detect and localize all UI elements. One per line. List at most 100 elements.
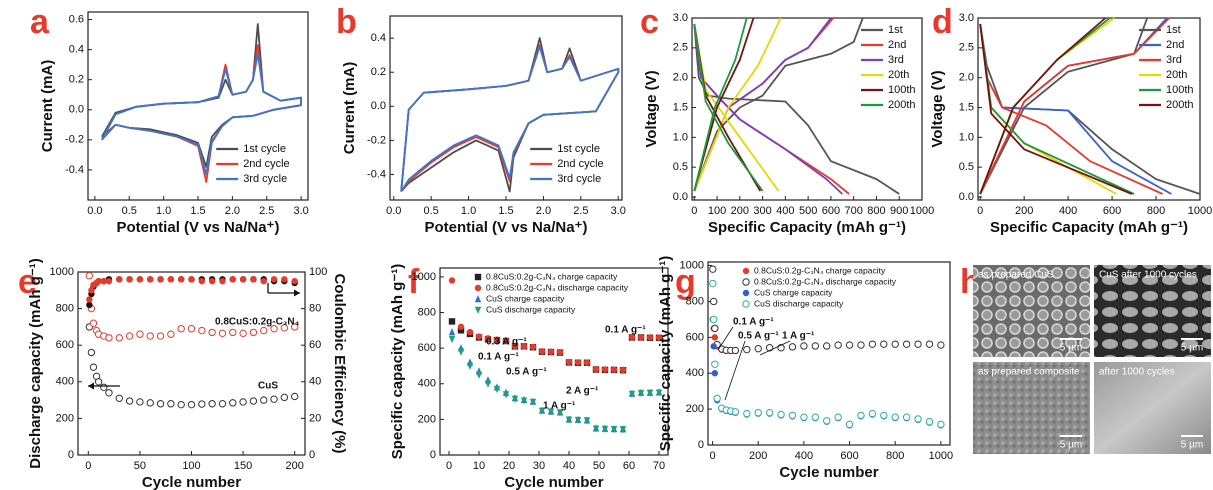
marker xyxy=(125,397,134,405)
plot-frame xyxy=(439,267,669,456)
panel-label: g xyxy=(675,263,696,301)
marker xyxy=(529,343,537,351)
legend-label: 2nd xyxy=(1166,39,1184,51)
series-line xyxy=(101,53,302,176)
x-tick-label: 50 xyxy=(593,460,605,472)
marker xyxy=(711,360,719,368)
y-tick-label: 0.4 xyxy=(69,44,84,56)
y-tick-label: 400 xyxy=(56,376,74,388)
marker xyxy=(914,340,922,348)
y-tick-label: 800 xyxy=(56,303,74,315)
marker xyxy=(448,318,456,325)
y-tick-label: 600 xyxy=(686,331,704,343)
marker xyxy=(146,399,154,407)
marker xyxy=(754,344,762,353)
legend-marker xyxy=(474,306,482,314)
marker xyxy=(529,398,537,406)
marker xyxy=(637,389,645,398)
marker xyxy=(868,409,877,418)
marker xyxy=(811,342,820,350)
x-tick-label: 1.5 xyxy=(498,205,513,217)
y-tick-label: 0 xyxy=(68,449,74,461)
x-tick-label: 400 xyxy=(1059,205,1077,217)
x-tick-label: 0.5 xyxy=(424,205,439,217)
annotation: 0.5 A g⁻¹ xyxy=(506,367,547,378)
marker xyxy=(655,389,663,397)
y-tick-label: 800 xyxy=(686,295,704,307)
marker xyxy=(811,413,820,421)
y2-tick-label: 0 xyxy=(309,449,315,461)
annotation: 0.5 A g⁻¹ xyxy=(738,331,779,342)
y-tick-label: 400 xyxy=(418,378,436,390)
marker xyxy=(157,276,164,283)
x-tick-label: 0 xyxy=(691,205,697,217)
x-tick-label: 0 xyxy=(85,460,91,472)
plot-frame xyxy=(87,11,309,201)
marker xyxy=(87,348,96,357)
y-axis-title: Current (mA) xyxy=(39,60,56,153)
marker xyxy=(610,366,618,373)
y-axis-title: Specific capacity (mAh g⁻¹) xyxy=(657,256,674,451)
plot-frame xyxy=(977,17,1201,201)
marker xyxy=(457,323,465,330)
marker xyxy=(115,394,123,402)
y2-tick-label: 60 xyxy=(309,339,321,351)
marker xyxy=(229,328,237,337)
y-tick-label: 2.5 xyxy=(673,42,688,54)
marker xyxy=(765,409,774,417)
marker xyxy=(834,413,842,421)
y-tick-label: -0.4 xyxy=(367,168,386,180)
image-caption: CuS after 1000 cycles xyxy=(1099,270,1197,281)
marker xyxy=(126,276,133,283)
scale-label: 5 µm xyxy=(1060,343,1082,354)
marker xyxy=(583,359,591,366)
legend-label: CuS discharge capacity xyxy=(754,298,844,308)
marker xyxy=(125,332,134,340)
y-tick-label: 0.4 xyxy=(371,32,386,44)
legend-label: 2nd cycle xyxy=(557,158,603,170)
marker xyxy=(466,328,474,336)
marker xyxy=(777,410,785,419)
marker xyxy=(711,334,719,341)
marker xyxy=(520,343,528,350)
y-tick-label: 200 xyxy=(686,403,704,415)
x-tick-label: 3.0 xyxy=(611,205,626,217)
marker xyxy=(823,417,831,425)
x-tick-label: 200 xyxy=(286,460,304,472)
y-tick-label: -0.2 xyxy=(65,134,84,146)
marker xyxy=(484,380,492,388)
marker xyxy=(902,413,911,421)
x-tick-label: 1000 xyxy=(1188,205,1212,217)
y-tick-label: 3.0 xyxy=(673,12,688,24)
y-tick-label: 0.2 xyxy=(69,74,84,86)
sem-image xyxy=(1094,265,1211,357)
annotation: 0.1 A g⁻¹ xyxy=(733,317,774,328)
x-tick-label: 600 xyxy=(822,205,840,217)
marker xyxy=(281,276,288,283)
marker xyxy=(788,343,797,351)
marker xyxy=(260,277,267,285)
marker xyxy=(188,276,195,283)
marker xyxy=(136,330,144,338)
marker xyxy=(619,366,627,374)
y-tick-label: 1.0 xyxy=(959,131,974,143)
marker xyxy=(646,389,654,397)
marker xyxy=(167,276,175,283)
marker xyxy=(583,417,591,425)
marker xyxy=(260,396,268,404)
image-caption: after 1000 cycles xyxy=(1099,367,1175,378)
marker xyxy=(628,333,636,341)
x-tick-label: 600 xyxy=(840,450,858,462)
y-axis-title: Voltage (V) xyxy=(929,70,946,147)
marker xyxy=(743,345,751,354)
marker xyxy=(511,395,519,403)
marker xyxy=(156,332,165,340)
marker xyxy=(556,349,564,356)
marker xyxy=(229,276,236,283)
marker xyxy=(800,413,808,421)
marker xyxy=(291,277,298,285)
marker xyxy=(574,416,582,425)
marker xyxy=(136,276,144,283)
marker xyxy=(115,334,123,342)
marker xyxy=(502,337,510,344)
